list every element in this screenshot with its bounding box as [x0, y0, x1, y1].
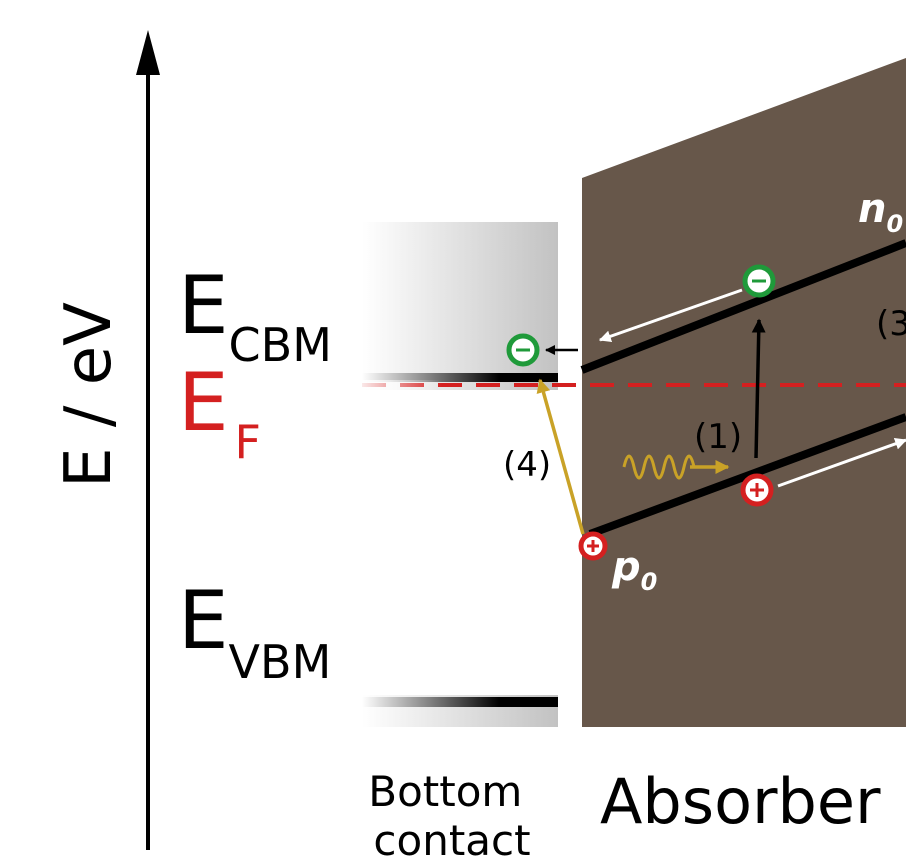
- energy-axis-label: E / eV: [52, 302, 126, 488]
- hole-drift-arrow: [777, 438, 906, 488]
- bottom-contact-vbm-line: [362, 697, 558, 707]
- electron-drift-arrow: [598, 288, 743, 343]
- bottom-contact-white-mid: [362, 390, 558, 695]
- process-label-3: (3: [876, 304, 906, 344]
- absorber-vbm-edge: [588, 413, 906, 538]
- electron-icon: [742, 264, 776, 298]
- process-label-1: (1): [694, 417, 742, 457]
- p0-label: p0: [611, 544, 657, 596]
- energy-axis-arrowhead: [136, 30, 160, 75]
- hole-p0-icon: [578, 531, 608, 561]
- bottom-contact-label: Bottom contact: [368, 767, 535, 864]
- photon-wave: [622, 454, 700, 480]
- bottom-contact-cbm-line: [362, 373, 558, 382]
- vbm-label: EVBM: [178, 574, 331, 689]
- hole-icon: [740, 473, 774, 507]
- excitation-arrow: [751, 318, 766, 459]
- fermi-level-fade: [362, 380, 442, 390]
- cbm-label: ECBM: [178, 259, 332, 372]
- absorber-block: [582, 58, 906, 727]
- absorber-cbm-edge: [580, 239, 906, 374]
- recombination-arrow: [536, 378, 585, 535]
- process-label-4: (4): [503, 445, 551, 485]
- n0-label: n0: [858, 186, 903, 238]
- absorber-label: Absorber: [600, 765, 881, 838]
- electron-contact-icon: [506, 333, 540, 367]
